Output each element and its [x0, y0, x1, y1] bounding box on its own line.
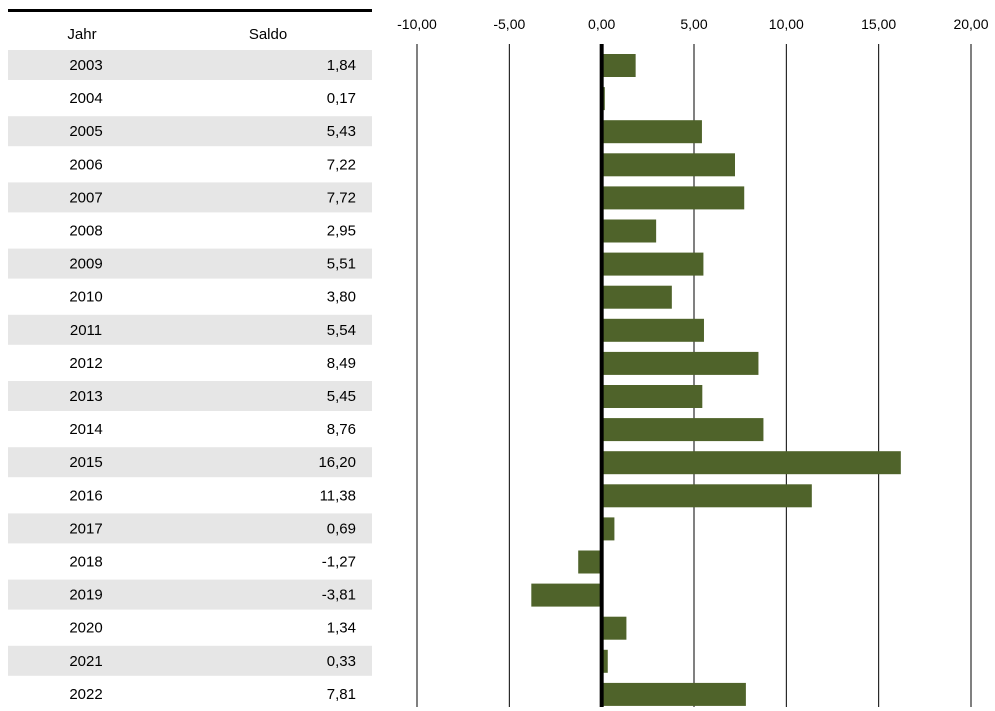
year-label: 2008: [69, 223, 102, 240]
row-stripe: [8, 50, 372, 80]
x-tick-label: -5,00: [493, 16, 525, 32]
x-tick-label: 20,00: [953, 16, 988, 32]
row-stripe: [8, 447, 372, 478]
grid-lines: [416, 44, 972, 707]
bar-2019: [531, 583, 602, 607]
saldo-value: -3,81: [322, 587, 356, 604]
x-tick-label: 10,00: [769, 16, 804, 32]
year-label: 2015: [69, 454, 102, 471]
bar-2009: [601, 252, 704, 276]
row-stripe: [8, 116, 372, 147]
row-stripe: [8, 645, 372, 676]
x-tick-label: -10,00: [397, 16, 437, 32]
year-label: 2012: [69, 355, 102, 372]
header-saldo: Saldo: [249, 26, 287, 43]
bar-2005: [601, 120, 702, 144]
saldo-value: -1,27: [322, 554, 356, 571]
year-label: 2021: [69, 653, 102, 670]
bar-2018: [578, 550, 602, 574]
saldo-value: 1,84: [327, 57, 356, 74]
saldo-value: 0,33: [327, 653, 356, 670]
saldo-value: 2,95: [327, 223, 356, 240]
saldo-value: 1,34: [327, 620, 356, 637]
year-label: 2018: [69, 554, 102, 571]
bar-2014: [601, 418, 764, 442]
year-label: 2017: [69, 520, 102, 537]
year-label: 2005: [69, 123, 102, 140]
x-tick-label: 0,00: [588, 16, 615, 32]
saldo-value: 5,43: [327, 123, 356, 140]
bar-2016: [601, 484, 812, 508]
bar-2017: [601, 517, 615, 541]
x-tick-label: 5,00: [680, 16, 707, 32]
year-label: 2003: [69, 57, 102, 74]
header-year: Jahr: [67, 26, 96, 43]
bar-2013: [601, 385, 703, 408]
year-label: 2013: [69, 388, 102, 405]
year-label: 2016: [69, 487, 102, 504]
year-label: 2007: [69, 189, 102, 206]
row-stripe: [8, 182, 372, 213]
table-top-rule: [8, 9, 372, 12]
bar-2011: [601, 318, 704, 342]
year-label: 2022: [69, 686, 102, 703]
saldo-value: 5,45: [327, 388, 356, 405]
saldo-value: 5,51: [327, 256, 356, 273]
year-label: 2010: [69, 289, 102, 306]
row-stripe: [8, 381, 372, 411]
row-stripe: [8, 314, 372, 345]
x-tick-label: 15,00: [861, 16, 896, 32]
saldo-value: 16,20: [318, 454, 356, 471]
year-label: 2009: [69, 256, 102, 273]
saldo-value: 0,17: [327, 90, 356, 107]
bar-2003: [601, 54, 636, 77]
saldo-value: 8,49: [327, 355, 356, 372]
year-label: 2020: [69, 620, 102, 637]
row-stripes: [8, 50, 372, 676]
saldo-value: 8,76: [327, 421, 356, 438]
year-label: 2006: [69, 156, 102, 173]
year-label: 2004: [69, 90, 102, 107]
bar-2020: [601, 616, 627, 640]
bar-2010: [601, 285, 672, 309]
bar-2021: [601, 649, 608, 673]
bar-2008: [601, 219, 657, 243]
saldo-value: 7,72: [327, 189, 356, 206]
saldo-value: 7,22: [327, 156, 356, 173]
bar-2006: [601, 153, 735, 177]
bar-2022: [601, 682, 746, 706]
row-stripe: [8, 579, 372, 610]
saldo-value: 7,81: [327, 686, 356, 703]
bar-2015: [601, 451, 901, 475]
bar-2007: [601, 186, 745, 210]
row-stripe: [8, 513, 372, 544]
table-text: Jahr Saldo 2003 1,84 2004 0,17 2005 5,43 2006 7…: [67, 26, 356, 703]
year-label: 2014: [69, 421, 102, 438]
tick-labels: -10,00 -5,00 0,00 5,00 10,00 15,00 20,00: [397, 16, 989, 32]
row-stripe: [8, 248, 372, 279]
saldo-value: 0,69: [327, 520, 356, 537]
bar-2012: [601, 351, 759, 375]
bars: [531, 54, 901, 706]
saldo-value: 3,80: [327, 289, 356, 306]
saldo-value: 5,54: [327, 322, 356, 339]
year-label: 2011: [70, 322, 102, 339]
year-label: 2019: [69, 587, 102, 604]
saldo-value: 11,38: [320, 487, 356, 504]
